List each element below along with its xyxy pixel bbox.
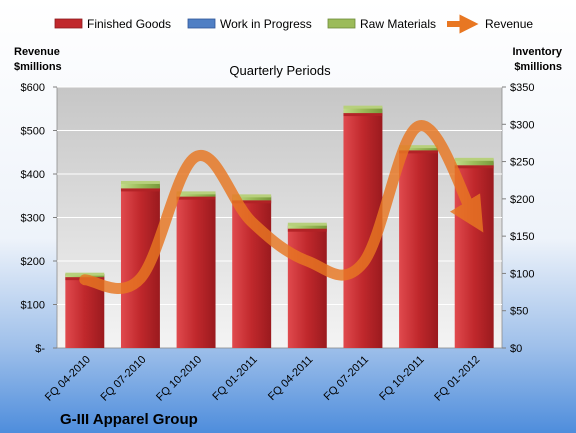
legend-label: Revenue: [485, 17, 533, 31]
bar-raw-materials: [120, 182, 160, 189]
left-axis-tick-label: $300: [21, 213, 45, 225]
legend-label: Finished Goods: [87, 17, 171, 31]
bar-raw-materials-top: [176, 191, 216, 195]
right-axis-tick-label: $50: [510, 306, 528, 318]
bar-raw-materials: [232, 195, 272, 201]
bar-raw-materials-top: [399, 145, 439, 149]
bar-finished-goods: [399, 150, 439, 348]
right-axis-title-line1: Inventory: [512, 46, 562, 58]
company-name: G-III Apparel Group: [60, 411, 198, 428]
legend-swatch: [54, 18, 83, 29]
legend: Finished Goods Work in Progress Raw Materi…: [54, 14, 533, 34]
bar-finished-goods: [120, 188, 160, 348]
bar-raw-materials: [343, 107, 383, 114]
bar-raw-materials: [287, 224, 327, 229]
revenue-line-layer: [79, 120, 484, 295]
left-axis-title-line2: $millions: [14, 61, 62, 73]
right-axis-tick-label: $250: [510, 157, 534, 169]
right-axis-tick-label: $200: [510, 194, 534, 206]
legend-swatch: [327, 18, 356, 29]
bars-layer: [65, 105, 494, 348]
bar-finished-goods: [176, 196, 216, 348]
left-axis-tick-label: $600: [21, 82, 45, 94]
bar-raw-materials-top: [287, 222, 327, 226]
bar-finished-goods: [287, 228, 327, 348]
left-axis-tick-label: $-: [35, 343, 45, 355]
chart-subtitle: Quarterly Periods: [229, 63, 331, 78]
bar-raw-materials-top: [120, 180, 160, 184]
bar-raw-materials: [454, 159, 494, 166]
right-axis-tick-label: $100: [510, 268, 534, 280]
right-axis-tick-label: $150: [510, 231, 534, 243]
revenue-line: [79, 120, 484, 295]
right-axis-tick-label: $0: [510, 343, 522, 355]
bar-raw-materials: [176, 192, 216, 197]
left-axis-title-line1: Revenue: [14, 46, 60, 58]
left-axis-tick-label: $200: [21, 256, 45, 268]
bar-raw-materials-top: [454, 157, 494, 161]
legend-label: Work in Progress: [220, 17, 312, 31]
bar-raw-materials-top: [232, 194, 272, 198]
bar-raw-materials: [399, 146, 439, 151]
legend-label: Raw Materials: [360, 17, 436, 31]
left-axis-tick-label: $100: [21, 300, 45, 312]
bar-raw-materials-top: [65, 272, 105, 276]
left-axis-tick-label: $400: [21, 169, 45, 181]
legend-swatch: [187, 18, 216, 29]
right-axis-tick-label: $300: [510, 119, 534, 131]
left-axis-tick-label: $500: [21, 126, 45, 138]
right-axis-title-line2: $millions: [514, 61, 562, 73]
bar-raw-materials-top: [343, 105, 383, 109]
right-axis-tick-label: $350: [510, 82, 534, 94]
